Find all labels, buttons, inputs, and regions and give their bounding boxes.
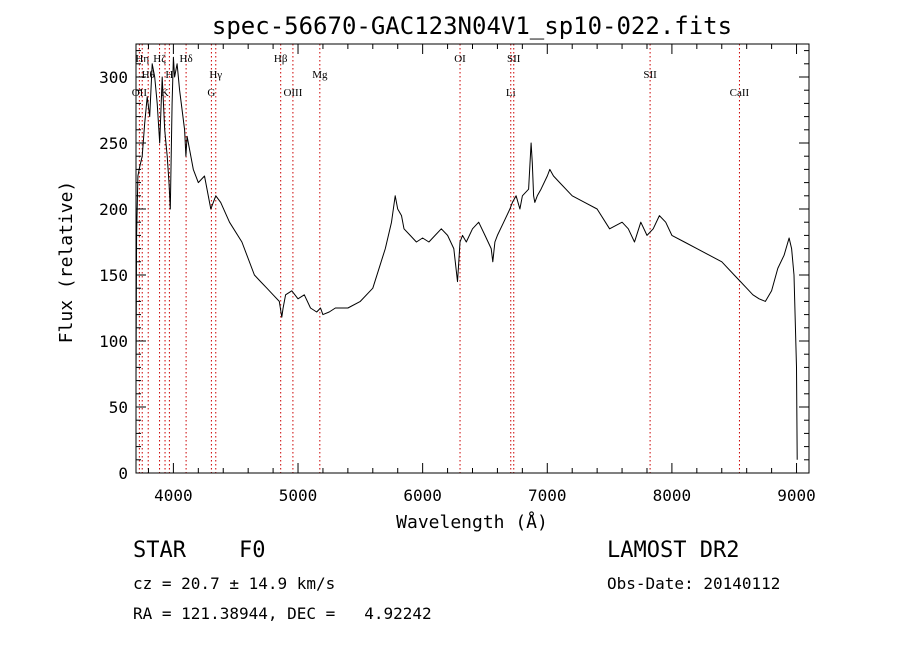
marker-label-1: Hη (135, 53, 149, 65)
spectral-line-markers: OII Hη Hθ Hζ KH Hδ G Hγ Hβ OIII Mg OI Li SII SII CaII (132, 44, 750, 473)
marker-label-2: Hθ (142, 69, 155, 81)
marker-label-6: Hδ (180, 53, 193, 65)
y-tick-label: 250 (99, 134, 128, 153)
y-tick-label: 200 (99, 200, 128, 219)
x-tick-label: 5000 (279, 486, 318, 505)
marker-label-5: H (165, 69, 173, 81)
y-tick-label: 150 (99, 266, 128, 285)
spectrum-series (135, 56, 798, 460)
marker-label-12: OI (454, 53, 466, 65)
marker-label-0: OII (132, 87, 148, 99)
y-tick-label: 300 (99, 68, 128, 87)
y-tick-label: 0 (118, 464, 128, 483)
y-tick-label: 50 (109, 398, 128, 417)
marker-label-3: Hζ (153, 53, 166, 65)
object-class: STAR F0 (133, 538, 266, 563)
x-tick-label: 7000 (528, 486, 567, 505)
x-tick-label: 6000 (403, 486, 442, 505)
redshift-velocity: cz = 20.7 ± 14.9 km/s (133, 574, 336, 593)
marker-label-10: OIII (283, 87, 302, 99)
x-tick-label: 8000 (653, 486, 692, 505)
chart-title: spec-56670-GAC123N04V1_sp10-022.fits (212, 12, 732, 40)
observation-date: Obs-Date: 20140112 (607, 574, 781, 593)
plot-frame (135, 43, 810, 474)
marker-label-8: Hγ (209, 69, 222, 81)
marker-label-11: Mg (312, 69, 328, 81)
marker-label-7: G (207, 87, 215, 99)
y-tick-labels: 0 50 100 150 200 250 300 (99, 68, 128, 483)
x-tick-label: 9000 (777, 486, 816, 505)
coordinates: RA = 121.38944, DEC = 4.92242 (133, 604, 432, 623)
x-tick-label: 4000 (154, 486, 193, 505)
axis-ticks (136, 44, 809, 474)
x-axis-label: Wavelength (Å) (396, 511, 548, 533)
y-axis-label: Flux (relative) (56, 181, 77, 344)
marker-label-9: Hβ (274, 53, 288, 65)
marker-label-13: Li (506, 87, 516, 99)
spectrum-line-0 (135, 56, 798, 460)
marker-label-14: SII (507, 53, 521, 65)
y-tick-label: 100 (99, 332, 128, 351)
marker-label-15: SII (643, 69, 657, 81)
marker-label-16: CaII (730, 87, 750, 99)
marker-label-4: K (161, 87, 169, 99)
survey-name: LAMOST DR2 (607, 538, 740, 563)
x-tick-labels: 4000 5000 6000 7000 8000 9000 (154, 486, 816, 505)
